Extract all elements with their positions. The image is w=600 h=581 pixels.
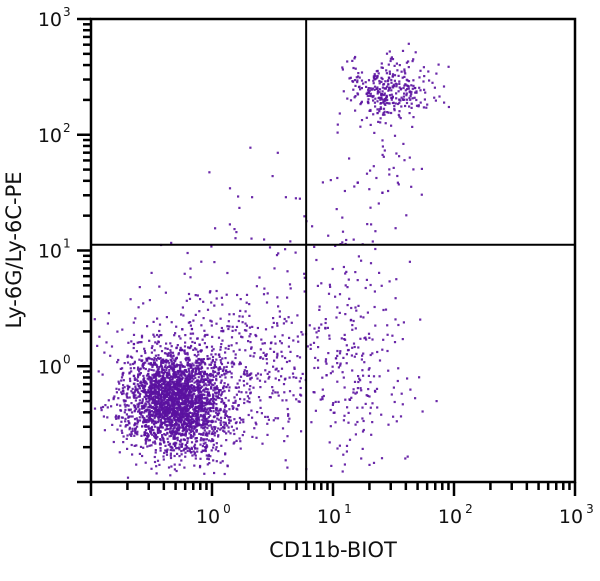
svg-text:10: 10 [38, 9, 62, 31]
x-axis-tick-labels: 10 0 10 1 10 2 10 3 [196, 502, 594, 528]
x-axis-title: CD11b-BIOT [269, 538, 397, 562]
svg-text:2: 2 [63, 121, 71, 135]
svg-text:1: 1 [63, 237, 71, 251]
y-tick-label: 10 0 [38, 352, 71, 378]
svg-text:3: 3 [63, 5, 71, 19]
svg-text:1: 1 [344, 502, 352, 516]
x-axis-ticks [89, 482, 577, 496]
y-tick-label: 10 3 [38, 5, 71, 31]
svg-text:0: 0 [63, 352, 71, 366]
svg-text:10: 10 [38, 125, 62, 147]
y-tick-label: 10 2 [38, 121, 71, 147]
x-tick-label: 10 2 [438, 502, 473, 528]
x-tick-label: 10 0 [196, 502, 231, 528]
svg-text:10: 10 [196, 506, 220, 528]
y-axis-title: Ly-6G/Ly-6C-PE [2, 171, 26, 328]
x-tick-label: 10 3 [559, 502, 594, 528]
x-tick-label: 10 1 [317, 502, 352, 528]
svg-text:2: 2 [465, 502, 473, 516]
svg-text:10: 10 [559, 506, 583, 528]
y-axis-ticks [77, 17, 91, 484]
y-tick-label: 10 1 [38, 237, 71, 263]
svg-text:3: 3 [586, 502, 594, 516]
event-dots [93, 42, 450, 479]
svg-text:0: 0 [223, 502, 231, 516]
svg-text:10: 10 [438, 506, 462, 528]
svg-text:10: 10 [38, 356, 62, 378]
svg-text:10: 10 [317, 506, 341, 528]
svg-text:10: 10 [38, 241, 62, 263]
